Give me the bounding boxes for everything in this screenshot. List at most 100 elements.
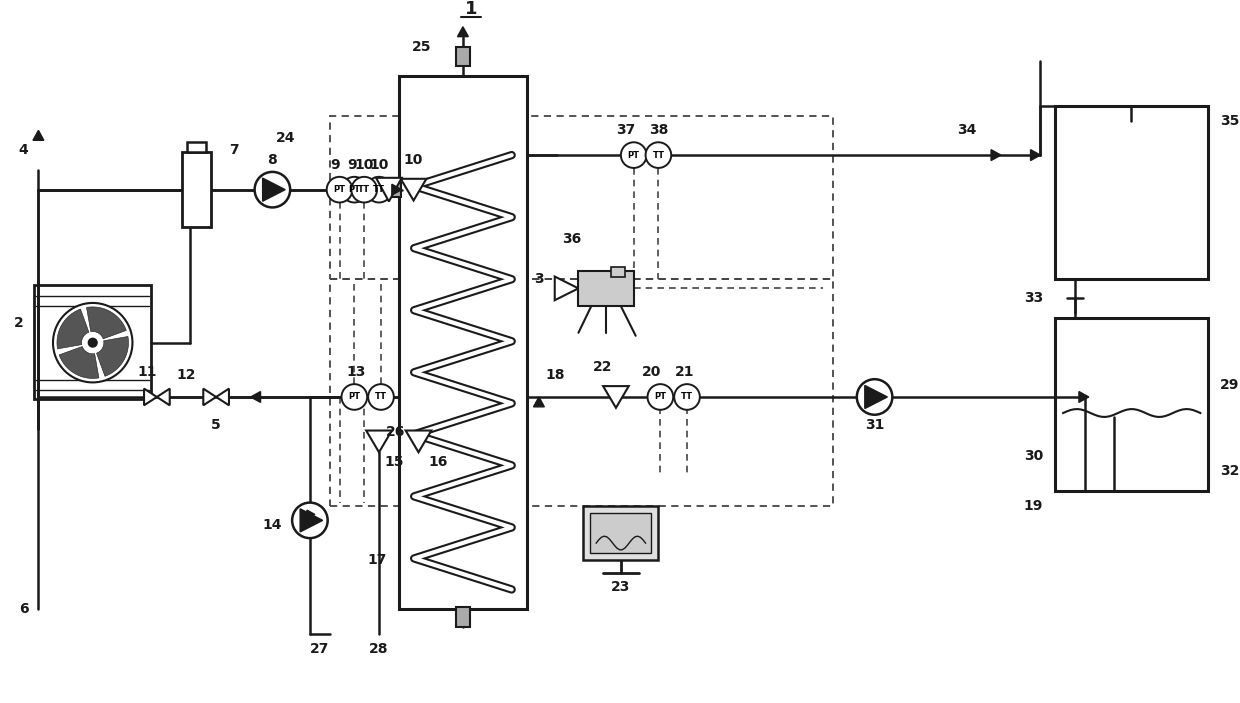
Text: 12: 12 xyxy=(177,368,196,382)
Text: TT: TT xyxy=(358,185,371,194)
Circle shape xyxy=(293,503,327,538)
Text: 20: 20 xyxy=(642,366,661,380)
Text: 32: 32 xyxy=(1220,464,1240,478)
Text: TT: TT xyxy=(373,185,384,194)
Text: 9: 9 xyxy=(347,158,357,172)
Text: 3: 3 xyxy=(534,271,544,285)
Text: 4: 4 xyxy=(19,143,29,157)
Bar xyxy=(399,76,527,610)
Circle shape xyxy=(366,177,392,202)
Polygon shape xyxy=(87,307,126,339)
Polygon shape xyxy=(554,276,578,300)
Text: 1: 1 xyxy=(465,0,477,18)
Polygon shape xyxy=(250,392,260,402)
Circle shape xyxy=(621,142,646,168)
Circle shape xyxy=(646,142,671,168)
Text: 17: 17 xyxy=(367,553,387,567)
Circle shape xyxy=(88,338,97,347)
Text: 26: 26 xyxy=(386,425,405,439)
Text: PT: PT xyxy=(348,185,361,194)
Polygon shape xyxy=(405,430,432,452)
Polygon shape xyxy=(401,179,427,200)
Text: 18: 18 xyxy=(544,368,564,382)
Polygon shape xyxy=(533,397,544,407)
Polygon shape xyxy=(603,386,629,408)
Polygon shape xyxy=(97,337,129,376)
Text: 15: 15 xyxy=(384,455,403,469)
Text: 21: 21 xyxy=(676,366,694,380)
Text: 14: 14 xyxy=(263,518,283,532)
Bar xyxy=(583,505,658,560)
Bar xyxy=(181,152,211,227)
Polygon shape xyxy=(376,178,402,202)
Circle shape xyxy=(857,379,893,415)
Text: PT: PT xyxy=(348,392,361,401)
Bar xyxy=(611,266,625,276)
Polygon shape xyxy=(263,178,285,201)
Circle shape xyxy=(368,384,394,410)
Text: 34: 34 xyxy=(957,124,976,137)
Text: 19: 19 xyxy=(1024,498,1043,512)
Text: 29: 29 xyxy=(1220,378,1240,392)
Text: 2: 2 xyxy=(14,316,24,330)
Text: 8: 8 xyxy=(268,153,278,167)
Polygon shape xyxy=(157,389,170,406)
Polygon shape xyxy=(392,184,402,195)
Text: 7: 7 xyxy=(229,143,239,157)
Text: 13: 13 xyxy=(347,366,366,380)
Bar xyxy=(1055,105,1208,278)
Text: 33: 33 xyxy=(1024,291,1043,305)
Text: 30: 30 xyxy=(1024,449,1043,463)
Circle shape xyxy=(326,177,352,202)
Text: 24: 24 xyxy=(275,131,295,146)
Text: PT: PT xyxy=(627,150,640,160)
Circle shape xyxy=(254,172,290,207)
Text: 38: 38 xyxy=(649,124,668,137)
Polygon shape xyxy=(1079,392,1089,402)
Circle shape xyxy=(53,303,133,382)
Polygon shape xyxy=(864,385,888,408)
Text: 10: 10 xyxy=(404,153,423,167)
Polygon shape xyxy=(1030,150,1040,160)
Bar xyxy=(35,285,151,399)
Circle shape xyxy=(341,177,367,202)
Bar xyxy=(381,183,401,197)
Text: 10: 10 xyxy=(355,158,374,172)
Polygon shape xyxy=(991,150,1001,160)
Text: 6: 6 xyxy=(19,602,29,617)
Polygon shape xyxy=(60,347,99,378)
Polygon shape xyxy=(33,131,43,141)
Text: TT: TT xyxy=(374,392,387,401)
Circle shape xyxy=(341,384,367,410)
Polygon shape xyxy=(203,389,216,406)
Polygon shape xyxy=(308,510,315,519)
Polygon shape xyxy=(300,509,322,532)
Polygon shape xyxy=(216,389,229,406)
Text: 35: 35 xyxy=(1220,114,1240,127)
Text: 37: 37 xyxy=(616,124,635,137)
Circle shape xyxy=(351,177,377,202)
Text: 31: 31 xyxy=(864,418,884,432)
Text: 22: 22 xyxy=(594,361,613,375)
Bar xyxy=(1055,318,1208,491)
Bar xyxy=(456,46,470,66)
Text: 25: 25 xyxy=(412,39,432,53)
Bar xyxy=(330,115,833,278)
Circle shape xyxy=(675,384,699,410)
Text: 27: 27 xyxy=(310,642,330,656)
Text: 5: 5 xyxy=(211,418,221,432)
Text: 16: 16 xyxy=(429,455,448,469)
Circle shape xyxy=(647,384,673,410)
Bar xyxy=(590,513,651,553)
Text: PT: PT xyxy=(334,185,346,194)
Text: 9: 9 xyxy=(330,158,340,172)
Text: 11: 11 xyxy=(138,366,156,380)
Text: 28: 28 xyxy=(370,642,389,656)
Polygon shape xyxy=(144,389,157,406)
Polygon shape xyxy=(366,430,392,452)
Polygon shape xyxy=(57,309,89,349)
Text: PT: PT xyxy=(655,392,666,401)
Bar xyxy=(330,278,833,505)
Bar xyxy=(456,607,470,627)
Text: TT: TT xyxy=(681,392,693,401)
